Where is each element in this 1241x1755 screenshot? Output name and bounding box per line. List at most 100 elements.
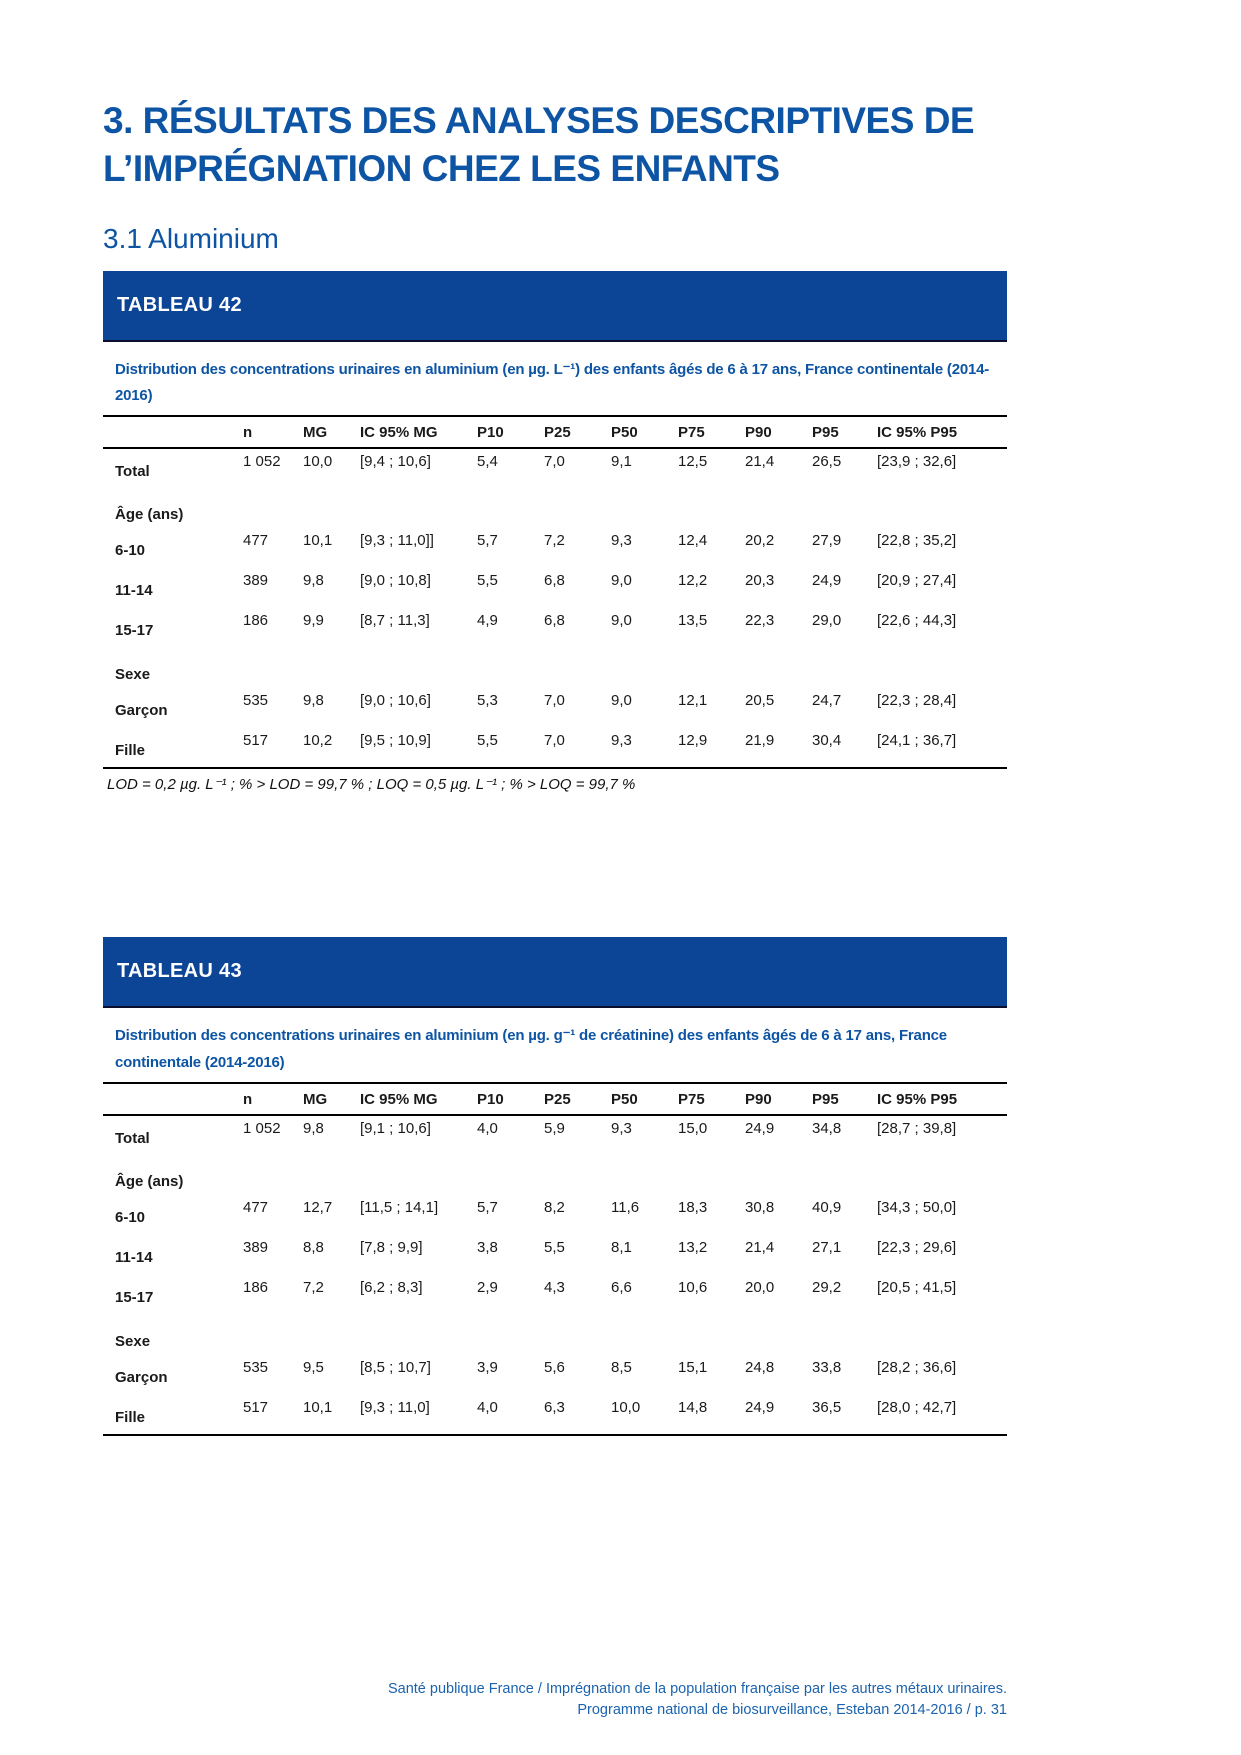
tableau-43-table: n MG IC 95% MG P10 P25 P50 P75 P90 P95 IC 95% P95… <box>103 1081 1007 1436</box>
cell <box>611 1315 678 1355</box>
cell: 9,5 <box>303 1358 324 1376</box>
cell <box>745 1155 812 1195</box>
row-label: 6-10 <box>115 1208 146 1226</box>
cell: 10,0 <box>303 453 333 471</box>
cell: 10,6 <box>678 1278 708 1296</box>
cell <box>745 488 812 528</box>
row-label: 11-14 <box>115 582 153 600</box>
table-row: Sexe <box>103 648 1007 688</box>
cell: 9,8 <box>303 692 324 710</box>
table-row: Âge (ans) <box>103 488 1007 528</box>
cell: 26,5 <box>812 453 842 471</box>
cell: 9,0 <box>611 612 632 630</box>
cell: 389 <box>243 572 269 590</box>
cell <box>544 488 611 528</box>
cell <box>678 1155 745 1195</box>
tableau-43-banner: TABLEAU 43 <box>103 937 1007 1009</box>
cell: 10,1 <box>303 532 333 550</box>
cell <box>303 1155 360 1195</box>
cell: 9,0 <box>611 572 632 590</box>
cell: 13,5 <box>678 612 708 630</box>
row-label: 15-17 <box>115 622 154 640</box>
cell: [22,3 ; 29,6] <box>877 1238 957 1256</box>
footer-line-2: Programme national de biosurveillance, E… <box>577 1702 1007 1719</box>
cell: 6,6 <box>611 1278 632 1296</box>
cell: 21,4 <box>745 453 775 471</box>
cell <box>877 648 1007 688</box>
tableau-42-title: Distribution des concentrations urinaire… <box>115 360 990 405</box>
cell <box>745 648 812 688</box>
cell: 5,7 <box>477 1198 498 1216</box>
cell <box>544 1315 611 1355</box>
column-header-p90: P90 <box>745 1081 812 1116</box>
column-header-ic-95-mg: IC 95% MG <box>360 415 477 450</box>
cell: 2,9 <box>477 1278 498 1296</box>
tableau-42-banner-label: TABLEAU 42 <box>117 293 242 316</box>
cell: 30,8 <box>745 1198 775 1216</box>
cell: 12,1 <box>678 692 708 710</box>
row-label: Sexe <box>115 1332 151 1350</box>
cell: 9,3 <box>611 728 678 770</box>
cell: [8,7 ; 11,3] <box>360 612 430 630</box>
cell: [9,1 ; 10,6] <box>360 1119 431 1137</box>
table-row: Fille 517 10,1 [9,3 ; 11,0] 4,0 6,3 10,0 14,8 24… <box>103 1394 1007 1436</box>
cell: 36,5 <box>812 1394 877 1436</box>
row-label: 6-10 <box>115 542 146 560</box>
row-label: Total <box>115 463 150 481</box>
cell: [28,0 ; 42,7] <box>877 1394 1007 1436</box>
cell: 477 <box>243 532 269 550</box>
cell: 30,4 <box>812 728 877 770</box>
cell: 9,8 <box>303 572 324 590</box>
table-row: Fille 517 10,2 [9,5 ; 10,9] 5,5 7,0 9,3 12,9 21,… <box>103 728 1007 770</box>
cell: 4,0 <box>477 1119 498 1137</box>
table-row: Garçon 535 9,8 [9,0 ; 10,6] 5,3 7,0 9,0 12,1 20,… <box>103 688 1007 728</box>
footer-line-1: Santé publique France / Imprégnation de … <box>387 1681 1007 1697</box>
cell: 7,0 <box>544 453 565 471</box>
cell <box>877 1155 1007 1195</box>
cell: 5,3 <box>477 692 498 710</box>
column-header-mg: MG <box>303 415 360 450</box>
cell: 14,8 <box>678 1394 745 1436</box>
table-row: Total 1 052 10,0 [9,4 ; 10,6] 5,4 7,0 9,1 12,5 2… <box>103 448 1007 488</box>
column-header-p10: P10 <box>477 1081 544 1116</box>
cell: 535 <box>243 1358 269 1376</box>
cell: 389 <box>243 1238 269 1256</box>
column-header-p25: P25 <box>544 415 611 450</box>
cell: 20,5 <box>745 692 775 710</box>
table-row: 6-10 477 10,1 [9,3 ; 11,0]] 5,7 7,2 9,3 12,4 20,… <box>103 528 1007 568</box>
cell: 10,0 <box>611 1394 678 1436</box>
column-header-ic-95-p95: IC 95% P95 <box>877 1081 1007 1116</box>
cell: 1 052 <box>243 453 281 471</box>
cell: 517 <box>243 728 303 770</box>
column-header-p90: P90 <box>745 415 812 450</box>
section-heading-aluminium: 3.1 Aluminium <box>103 223 279 255</box>
cell <box>877 488 1007 528</box>
cell: 9,8 <box>303 1119 324 1137</box>
cell: 9,3 <box>611 532 632 550</box>
cell: 20,0 <box>745 1278 775 1296</box>
cell <box>611 648 678 688</box>
cell: 27,1 <box>812 1238 842 1256</box>
cell: [34,3 ; 50,0] <box>877 1198 957 1216</box>
table-row: Âge (ans) <box>103 1155 1007 1195</box>
cell: 9,3 <box>611 1119 632 1137</box>
row-label: Fille <box>103 728 243 770</box>
column-header-p75: P75 <box>678 415 745 450</box>
cell: 8,5 <box>611 1358 632 1376</box>
row-label: 11-14 <box>115 1248 153 1266</box>
cell: 33,8 <box>812 1358 842 1376</box>
cell <box>678 1315 745 1355</box>
cell: [20,9 ; 27,4] <box>877 572 957 590</box>
cell: 1 052 <box>243 1119 281 1137</box>
cell: [22,3 ; 28,4] <box>877 692 957 710</box>
cell <box>303 1315 360 1355</box>
cell <box>303 488 360 528</box>
cell: 9,0 <box>611 692 632 710</box>
cell: 29,2 <box>812 1278 842 1296</box>
table-row: 6-10 477 12,7 [11,5 ; 14,1] 5,7 8,2 11,6 18,3 30… <box>103 1195 1007 1235</box>
column-header-n: n <box>243 1081 303 1116</box>
cell: 10,1 <box>303 1394 360 1436</box>
cell <box>243 488 303 528</box>
column-header-p95: P95 <box>812 1081 877 1116</box>
cell: 11,6 <box>611 1198 640 1216</box>
